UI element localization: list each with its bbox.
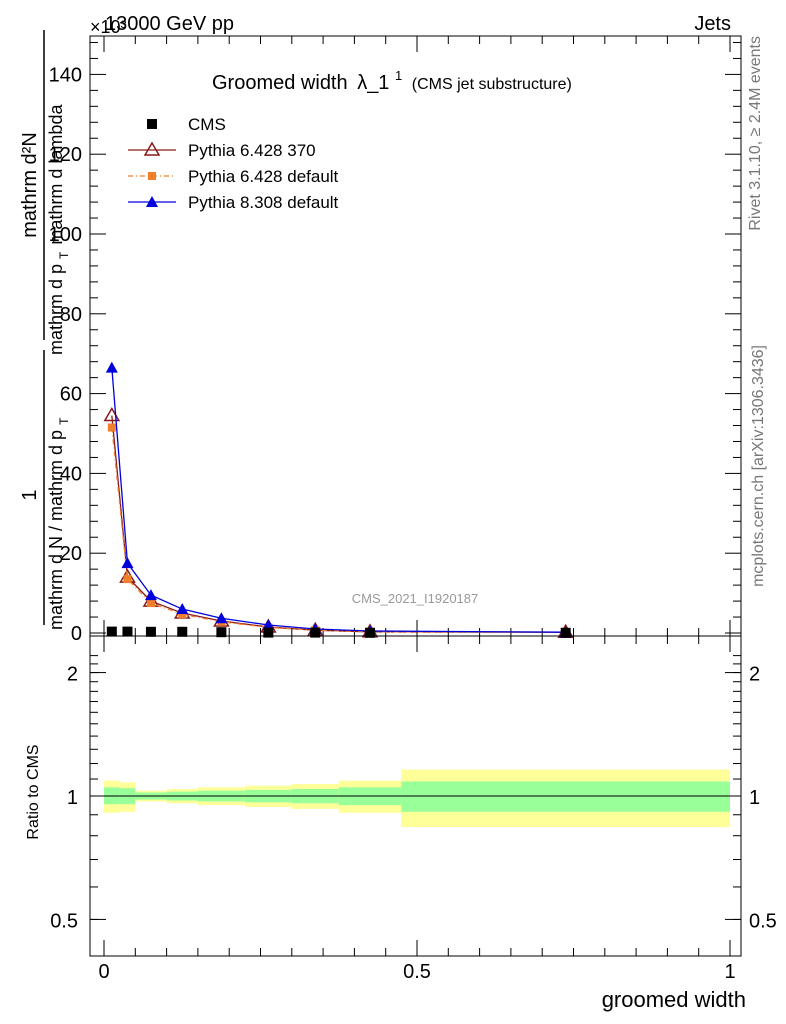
legend-marker bbox=[147, 119, 157, 129]
data-point bbox=[310, 627, 321, 638]
main-plot-ticks: 0 20 40 60 80 100 120 140 bbox=[49, 36, 741, 645]
ratio-ylabel: Ratio to CMS bbox=[25, 744, 42, 839]
y-tick-label: 120 bbox=[49, 144, 82, 166]
data-point bbox=[176, 603, 189, 615]
legend-label: Pythia 6.428 default bbox=[188, 167, 339, 186]
legend-marker bbox=[143, 141, 161, 156]
y-tick-label: 40 bbox=[60, 463, 82, 485]
legend-label: CMS bbox=[188, 115, 226, 134]
rivet-label: Rivet 3.1.10, ≥ 2.4M events bbox=[747, 36, 764, 231]
x-tick-label: 0.5 bbox=[403, 961, 431, 983]
data-point bbox=[122, 626, 133, 637]
legend-marker bbox=[146, 196, 158, 207]
x-tick-label: 1 bbox=[724, 961, 735, 983]
ylabel-num: mathrm d²N bbox=[19, 132, 41, 238]
mcplots-label: mcplots.cern.ch [arXiv:1306.3436] bbox=[750, 345, 767, 587]
data-point bbox=[262, 619, 275, 631]
data-point bbox=[145, 626, 156, 637]
y-tick-label: 140 bbox=[49, 64, 82, 86]
data-point bbox=[215, 612, 228, 624]
exponent-label: ×10³ bbox=[90, 17, 127, 37]
main-title: Groomed width λ_1 1 (CMS jet substructur… bbox=[212, 63, 572, 94]
ratio-y-tick-label-right: 2 bbox=[749, 664, 760, 686]
main-ylabel: 1 mathrm d N / mathrm d p T mathrm d²N m… bbox=[19, 30, 72, 630]
y-tick-label: 100 bbox=[49, 224, 82, 246]
legend: CMS Pythia 6.428 370 Pythia 6.428 default P… bbox=[128, 115, 339, 212]
data-point bbox=[121, 557, 134, 569]
ratio-inner-band bbox=[401, 781, 730, 812]
x-axis-label: groomed width bbox=[602, 987, 746, 1012]
ratio-y-tick-label: 0.5 bbox=[50, 910, 78, 932]
ylabel-norm-denom: mathrm d N / mathrm d p T bbox=[46, 417, 71, 630]
data-point bbox=[105, 361, 118, 373]
y-tick-label: 80 bbox=[60, 304, 82, 326]
legend-marker bbox=[148, 172, 156, 180]
series-line bbox=[111, 415, 566, 633]
data-point bbox=[107, 423, 116, 432]
main-plot-series bbox=[103, 361, 574, 638]
watermark: CMS_2021_I1920187 bbox=[352, 591, 479, 606]
data-point bbox=[123, 575, 132, 584]
ratio-plot-ticks: 0.5 0.5 1 1 2 2 0 0.5 1 bbox=[50, 636, 777, 983]
data-point bbox=[146, 599, 155, 608]
ratio-y-tick-label: 2 bbox=[67, 664, 78, 686]
ratio-y-tick-label-right: 1 bbox=[749, 787, 760, 809]
y-tick-label: 20 bbox=[60, 543, 82, 565]
y-tick-label: 60 bbox=[60, 384, 82, 406]
ratio-y-tick-label-right: 0.5 bbox=[749, 910, 777, 932]
data-point bbox=[365, 627, 376, 638]
series-line bbox=[111, 367, 566, 633]
y-tick-label: 0 bbox=[71, 623, 82, 645]
data-point bbox=[178, 610, 187, 619]
ratio-bands bbox=[104, 769, 730, 828]
data-point bbox=[106, 626, 117, 637]
legend-label: Pythia 6.428 370 bbox=[188, 141, 316, 160]
process-label: Jets bbox=[694, 13, 731, 35]
data-point bbox=[216, 627, 227, 638]
x-tick-label: 0 bbox=[98, 961, 109, 983]
data-point bbox=[144, 589, 157, 601]
energy-label: 13000 GeV pp bbox=[105, 13, 234, 35]
legend-label: Pythia 8.308 default bbox=[188, 193, 339, 212]
series-line bbox=[111, 427, 566, 633]
data-point bbox=[177, 626, 188, 637]
ylabel-denom: mathrm d p T mathrm d lambda bbox=[46, 104, 72, 355]
data-point bbox=[263, 627, 274, 638]
ylabel-norm-num: 1 bbox=[19, 489, 41, 500]
ratio-y-tick-label: 1 bbox=[67, 787, 78, 809]
data-point bbox=[560, 627, 571, 638]
